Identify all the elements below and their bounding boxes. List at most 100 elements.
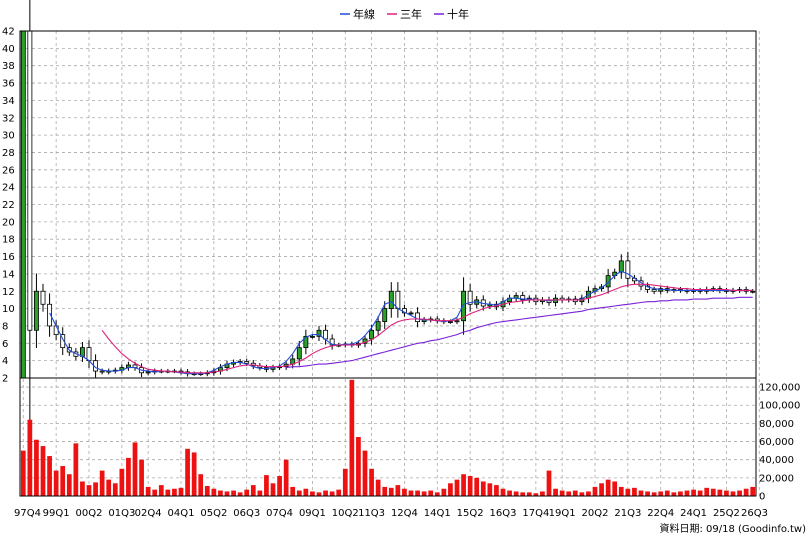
candle (270, 364, 276, 373)
volume-tick-label: 40,000 (759, 455, 794, 466)
volume-bar (66, 474, 72, 496)
candle (323, 324, 329, 345)
x-tick-label: 14Q1 (424, 508, 451, 519)
volume-bar (730, 491, 736, 496)
volume-bar (743, 488, 749, 496)
candle (86, 340, 92, 369)
x-tick-label: 01Q3 (108, 508, 135, 519)
candle (467, 283, 473, 312)
candle (461, 277, 467, 335)
candle (651, 286, 657, 295)
candle (375, 315, 381, 336)
volume-bar (277, 476, 282, 496)
volume-bar (579, 492, 585, 496)
volume-bar (454, 479, 460, 496)
price-tick-label: 20 (2, 217, 15, 228)
volume-bar (546, 470, 552, 496)
volume-bar (158, 485, 164, 496)
volume-bar (678, 491, 683, 496)
candle (625, 251, 631, 288)
candle (303, 329, 309, 355)
volume-bar (467, 476, 473, 496)
volume-bar (303, 488, 309, 496)
volume-bar (283, 459, 289, 496)
volume-bar (494, 485, 499, 496)
volume-bar (441, 488, 447, 496)
volume-bar (80, 481, 85, 496)
price-tick-label: 12 (2, 287, 15, 298)
legend-item: 十年 (434, 7, 469, 21)
candle (145, 369, 151, 376)
volume-bar (586, 491, 591, 496)
volume-bar (93, 482, 98, 496)
candle (507, 294, 513, 306)
volume-bar (500, 488, 506, 496)
candle (99, 368, 105, 375)
volume-bar (691, 489, 696, 496)
volume-bar (237, 492, 243, 496)
volume-bar (224, 491, 230, 496)
volume-bar (139, 459, 144, 496)
volume-bar (448, 483, 453, 496)
volume-bar (618, 486, 624, 496)
volume-bar (211, 488, 217, 496)
x-tick-label: 09Q1 (299, 508, 326, 519)
x-tick-label: 24Q1 (680, 508, 707, 519)
candle (316, 325, 322, 341)
x-tick-label: 07Q4 (266, 508, 293, 519)
volume-frame (19, 377, 757, 497)
volume-bar (671, 492, 677, 496)
candle (539, 297, 545, 305)
volume-bar (520, 492, 526, 496)
price-tick-label: 24 (2, 183, 15, 194)
x-tick-label: 21Q3 (614, 508, 641, 519)
volume-bar (395, 485, 401, 496)
volume-bar (198, 474, 204, 496)
volume-bar (47, 456, 52, 496)
volume-bar (474, 477, 480, 496)
volume-bar (638, 490, 644, 496)
volume-bar (612, 481, 618, 496)
volume-bar (362, 450, 368, 496)
volume-bar (99, 470, 105, 496)
x-tick-label: 22Q4 (647, 508, 674, 519)
volume-bar (349, 379, 355, 496)
volume-bar (710, 488, 716, 496)
volume-bar (218, 490, 223, 496)
candle (750, 289, 756, 294)
x-tick-label: 26Q3 (741, 508, 768, 519)
x-tick-label: 12Q4 (391, 508, 418, 519)
volume-panel: 0 20,000 40,000 60,000 80,000 100,000 120,000 (19, 377, 800, 503)
volume-bar (336, 489, 342, 496)
candle (559, 295, 565, 303)
volume-bar (369, 468, 374, 496)
volume-bar (257, 490, 263, 496)
volume-tick-label: 0 (759, 492, 765, 503)
price-tick-label: 26 (2, 165, 15, 176)
x-tick-label: 11Q3 (358, 508, 385, 519)
volume-bar (20, 450, 26, 496)
volume-bar (296, 490, 302, 496)
volume-bar (40, 446, 46, 496)
volume-bar (270, 483, 276, 496)
volume-bar (434, 492, 440, 496)
volume-bar (533, 493, 539, 496)
candle (27, 0, 33, 453)
price-tick-label: 10 (2, 304, 15, 315)
candle (421, 317, 427, 325)
volume-bar (724, 490, 729, 496)
x-tick-label: 05Q2 (200, 508, 227, 519)
candle (257, 362, 263, 371)
candle (415, 307, 421, 328)
volume-bar (310, 491, 315, 496)
price-tick-label: 30 (2, 131, 15, 142)
price-tick-label: 8 (2, 321, 8, 332)
x-tick-label: 25Q2 (713, 508, 740, 519)
x-tick-label: 17Q4 (522, 508, 549, 519)
x-tick-label: 16Q3 (490, 508, 517, 519)
volume-bar (172, 488, 177, 496)
x-tick-label: 02Q4 (135, 508, 162, 519)
legend-label: 年線 (353, 7, 375, 21)
volume-bar (415, 490, 420, 496)
